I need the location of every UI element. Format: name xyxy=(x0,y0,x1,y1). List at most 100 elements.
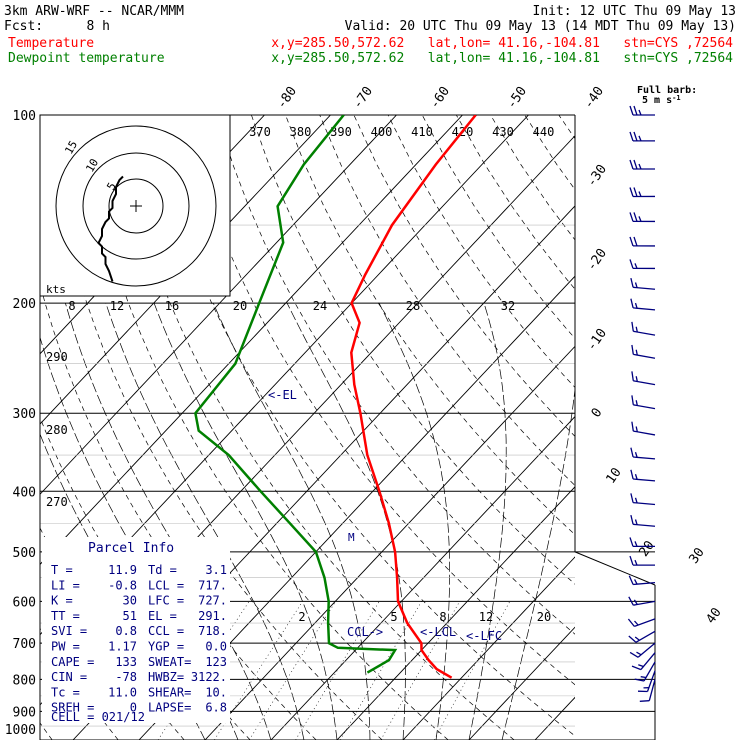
mixing-ratio-top-label: 28 xyxy=(406,299,420,313)
wind-barb-flag xyxy=(629,651,639,658)
parcel-param-label: PW = xyxy=(51,640,80,654)
wind-barb xyxy=(630,469,656,482)
isotherm-label: 0 xyxy=(589,405,606,420)
wind-barb-flag xyxy=(630,469,634,480)
dry-adiabat-line xyxy=(627,115,740,740)
hodograph-ring xyxy=(108,178,164,234)
pressure-label: 1000 xyxy=(5,723,36,738)
parcel-param-value: 718. xyxy=(198,624,227,638)
isotherm-line xyxy=(270,415,575,740)
wind-key-units: 5 m s-1 xyxy=(642,94,681,106)
isotherm-label: 20 xyxy=(636,538,657,559)
wind-barb-half-flag xyxy=(634,474,638,480)
wind-barb-flag xyxy=(627,618,635,627)
wind-barb-flag xyxy=(629,187,634,197)
wind-barb-shaft xyxy=(648,679,656,701)
parcel-info-background xyxy=(42,537,230,723)
isotherm-line xyxy=(336,486,575,740)
ccl-marker: CCL-> xyxy=(347,625,383,639)
wind-barb xyxy=(629,236,656,247)
parcel-param-label: LI = xyxy=(51,578,80,592)
parcel-param-value: 727. xyxy=(198,594,227,608)
wind-barb-half-flag xyxy=(635,426,638,432)
wind-barb xyxy=(629,212,656,223)
mixing-ratio-top-label: 32 xyxy=(501,299,515,313)
wind-barb-flag xyxy=(633,187,638,197)
parcel-param-label: SWEAT= xyxy=(148,655,191,669)
model-title: 3km ARW-WRF -- NCAR/MMM xyxy=(4,4,184,19)
plot-right-diagonal xyxy=(574,551,656,586)
wind-barb xyxy=(631,344,656,359)
theta-label: 390 xyxy=(330,125,352,139)
wind-barb-flag xyxy=(631,321,634,332)
wind-barb-shaft xyxy=(633,404,656,410)
wind-barb xyxy=(637,670,656,693)
wind-barb-shaft xyxy=(635,630,656,643)
wind-barb-flag xyxy=(633,212,638,222)
pressure-label: 100 xyxy=(13,109,36,124)
wind-key-units-base: 5 m s xyxy=(642,95,672,106)
wind-barb-column xyxy=(627,105,656,702)
legend-temperature-info: x,y=285.50,572.62 lat,lon= 41.16,-104.81… xyxy=(271,36,733,51)
parcel-param-value: 3122. xyxy=(191,670,227,684)
wind-barb-flag xyxy=(631,395,634,405)
mixing-ratio-line xyxy=(249,601,336,740)
dry-adiabat-line xyxy=(661,115,740,740)
wind-barb-flag xyxy=(630,277,634,288)
wind-barb-flag xyxy=(629,159,634,170)
wind-barb xyxy=(629,131,656,142)
parcel-param-label: LCL = xyxy=(148,578,184,592)
wind-barb-shaft xyxy=(640,652,656,671)
hodograph-ring-label-15: 15 xyxy=(62,139,80,157)
wind-barb-flag xyxy=(633,131,638,142)
parcel-param-label: TT = xyxy=(51,609,80,623)
init-time: Init: 12 UTC Thu 09 May 13 xyxy=(533,4,737,19)
wind-barb xyxy=(629,555,656,566)
parcel-param-value: 291. xyxy=(198,609,227,623)
dewpoint-profile-line xyxy=(194,115,398,674)
wind-barb xyxy=(631,652,656,671)
parcel-param-label: SVI = xyxy=(51,624,87,638)
wind-barb xyxy=(629,105,655,116)
mixing-ratio-low-label: 8 xyxy=(439,610,446,624)
wind-barb-flag xyxy=(629,105,634,116)
wind-barb-shaft xyxy=(633,523,656,527)
parcel-param-value: 717. xyxy=(198,578,227,592)
isotherm-label: -50 xyxy=(504,84,530,112)
moist-adiabat-line xyxy=(65,303,272,740)
mixing-ratio-top-label: 20 xyxy=(233,299,247,313)
isotherm-line xyxy=(40,115,397,495)
hodograph-trace xyxy=(97,175,124,282)
parcel-info-rows: T = 11.9 Td = 3.1 LI = -0.8 LCL = 717. K = 30 LFC … xyxy=(51,563,227,715)
wind-barb-half-flag xyxy=(638,191,642,197)
mixing-ratio-top-label: 8 xyxy=(68,299,75,313)
hodograph-ring xyxy=(82,152,190,260)
parcel-param-value: 11.9 xyxy=(108,563,137,577)
wind-barb xyxy=(628,630,656,643)
parcel-param-label: LAPSE= xyxy=(148,701,191,715)
isotherm-label: 40 xyxy=(703,605,724,626)
valid-time: Valid: 20 UTC Thu 09 May 13 (14 MDT Thu … xyxy=(345,19,736,34)
wind-barb-flag xyxy=(631,344,634,355)
theta-label: 440 xyxy=(533,125,555,139)
wind-barb-half-flag xyxy=(635,400,638,406)
parcel-param-value: 10. xyxy=(205,685,227,699)
dry-adiabat-line xyxy=(490,115,575,241)
pressure-label: 500 xyxy=(13,546,36,561)
wind-barb xyxy=(631,421,656,436)
wind-barb xyxy=(631,395,656,410)
wind-barb-flag xyxy=(628,575,634,585)
pressure-axis-labels: 100 200 300 400 500 600 700 800 900 1000 xyxy=(5,109,36,738)
isotherm-label: -20 xyxy=(584,246,610,274)
wind-barb-flag xyxy=(629,212,634,222)
wind-key-units-exponent: -1 xyxy=(672,94,680,102)
wind-barb-half-flag xyxy=(634,579,638,585)
isotherm-labels: -80 -70 -60 -50 -40 -30 -20 -10 0 10 20 30 40 xyxy=(274,84,725,627)
wind-barb xyxy=(629,259,656,270)
wind-barb-shaft xyxy=(633,456,656,460)
mixing-ratio-line xyxy=(295,601,380,740)
parcel-param-value: 0 xyxy=(130,701,137,715)
parcel-param-label: Tc = xyxy=(51,685,80,699)
dry-adiabat-line xyxy=(216,115,575,635)
parcel-info-title: Parcel Info xyxy=(88,541,174,556)
